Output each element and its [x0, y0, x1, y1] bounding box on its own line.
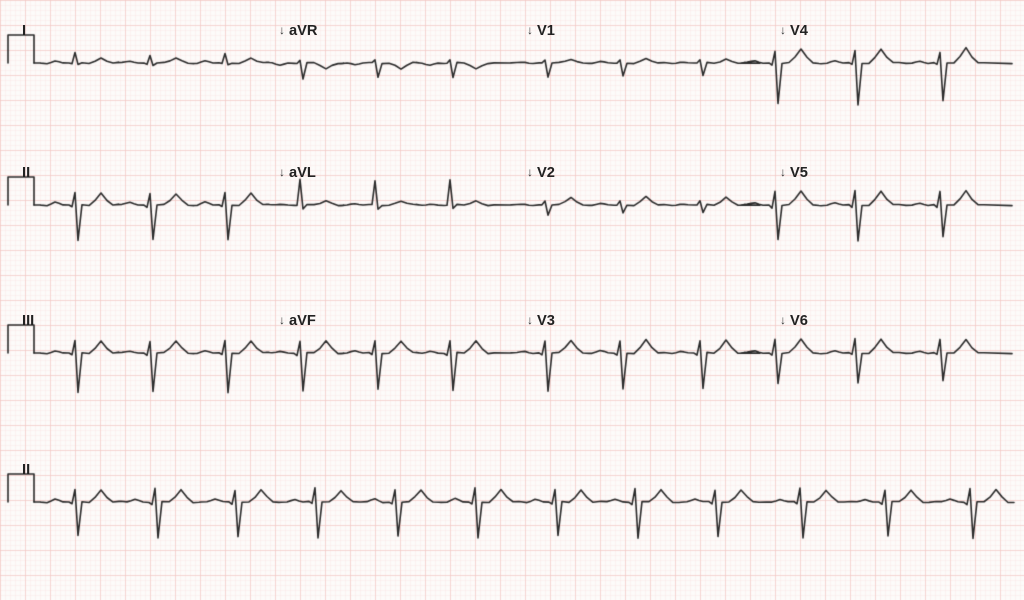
lead-arrow-icon: ↓	[279, 313, 285, 327]
lead-label: aVF	[289, 313, 316, 329]
lead-label: II	[22, 462, 30, 478]
lead-label: V3	[537, 313, 555, 329]
lead-label: aVL	[289, 165, 316, 181]
lead-arrow-icon: ↓	[527, 23, 533, 37]
lead-arrow-icon: ↓	[780, 313, 786, 327]
lead-label: V1	[537, 23, 555, 39]
lead-label: I	[22, 23, 26, 39]
lead-arrow-icon: ↓	[780, 165, 786, 179]
lead-arrow-icon: ↓	[279, 165, 285, 179]
lead-label: V2	[537, 165, 555, 181]
lead-label: II	[22, 165, 30, 181]
lead-arrow-icon: ↓	[527, 313, 533, 327]
lead-arrow-icon: ↓	[527, 165, 533, 179]
lead-label: III	[22, 313, 34, 329]
lead-label: V6	[790, 313, 808, 329]
lead-label: V4	[790, 23, 808, 39]
lead-label: aVR	[289, 23, 318, 39]
lead-label: V5	[790, 165, 808, 181]
ecg-container: I ↓ aVR ↓ V1 ↓ V4 II ↓ aVL ↓ V2 ↓ V5 III ↓ aVF ↓ V3 ↓ V6 II	[0, 0, 1024, 600]
lead-arrow-icon: ↓	[780, 23, 786, 37]
ecg-canvas	[0, 0, 1024, 600]
lead-arrow-icon: ↓	[279, 23, 285, 37]
